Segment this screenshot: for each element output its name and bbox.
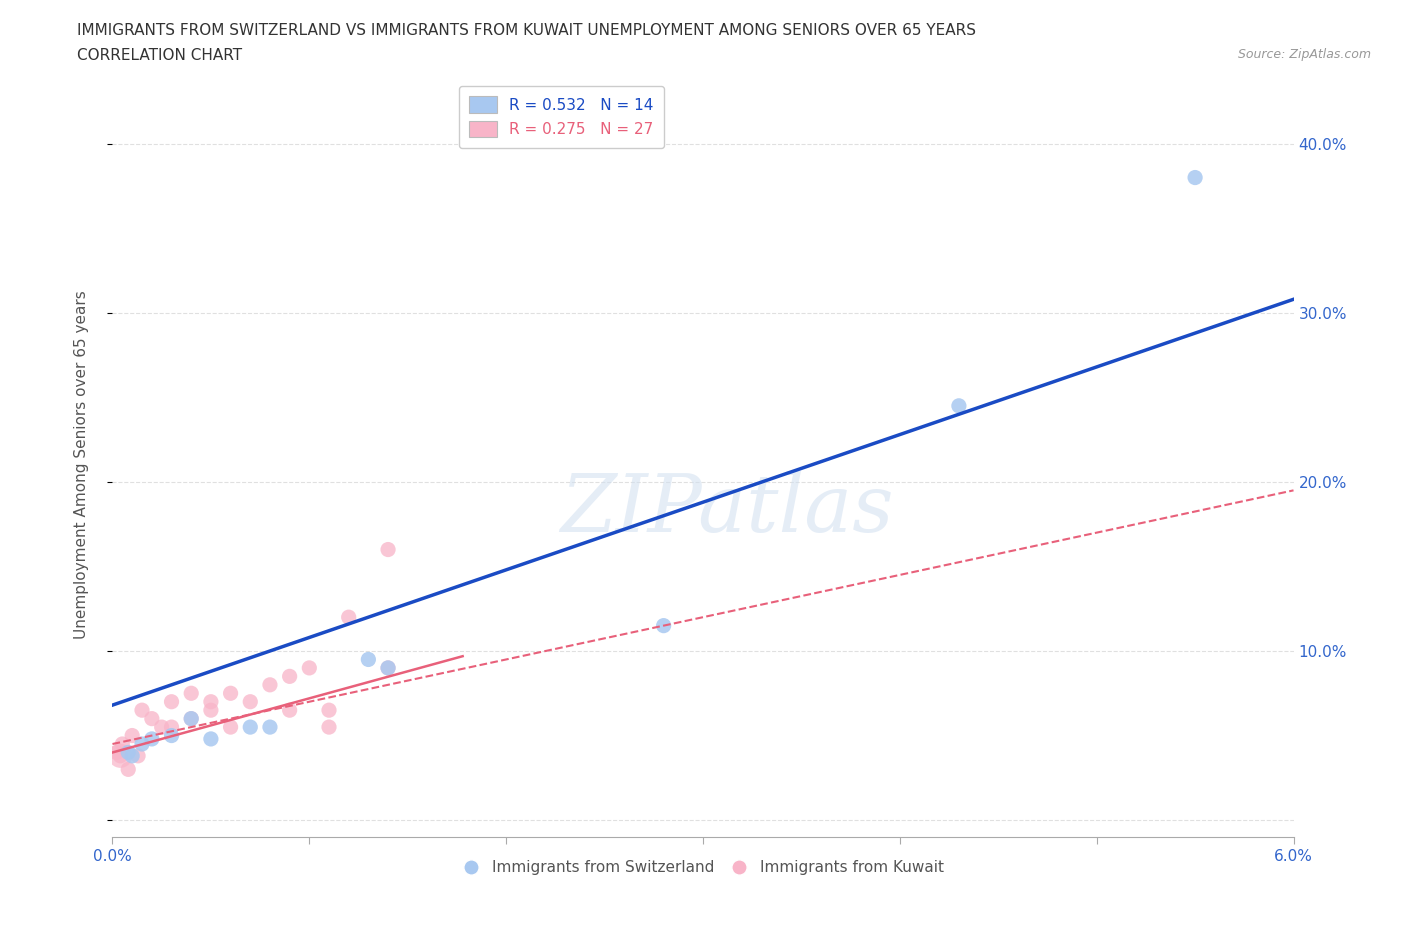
Y-axis label: Unemployment Among Seniors over 65 years: Unemployment Among Seniors over 65 years [75, 291, 89, 640]
Point [200, 703, 222, 718]
Point [259, 720, 281, 735]
Text: Source: ZipAtlas.com: Source: ZipAtlas.com [1237, 48, 1371, 61]
Point [239, 720, 262, 735]
Point [200, 732, 222, 747]
Point [121, 728, 143, 743]
Point [219, 720, 242, 735]
Point [259, 677, 281, 692]
Text: IMMIGRANTS FROM SWITZERLAND VS IMMIGRANTS FROM KUWAIT UNEMPLOYMENT AMONG SENIORS: IMMIGRANTS FROM SWITZERLAND VS IMMIGRANT… [77, 23, 976, 38]
Point [278, 669, 301, 684]
Point [131, 737, 153, 751]
Point [377, 660, 399, 675]
Point [278, 703, 301, 718]
Point [337, 610, 360, 625]
Legend: Immigrants from Switzerland, Immigrants from Kuwait: Immigrants from Switzerland, Immigrants … [456, 855, 950, 882]
Point [219, 685, 242, 700]
Point [180, 711, 202, 726]
Point [105, 745, 128, 760]
Point [110, 749, 132, 764]
Point [318, 720, 340, 735]
Point [121, 749, 143, 764]
Point [239, 695, 262, 710]
Point [318, 703, 340, 718]
Point [141, 711, 163, 726]
Point [110, 749, 132, 764]
Point [298, 660, 321, 675]
Text: ZIPatlas: ZIPatlas [560, 471, 893, 549]
Point [652, 618, 675, 633]
Point [111, 737, 134, 751]
Point [180, 685, 202, 700]
Point [180, 711, 202, 726]
Point [1184, 170, 1206, 185]
Point [127, 749, 149, 764]
Point [160, 695, 183, 710]
Point [117, 745, 139, 760]
Point [141, 732, 163, 747]
Text: CORRELATION CHART: CORRELATION CHART [77, 48, 242, 63]
Point [377, 542, 399, 557]
Point [150, 720, 173, 735]
Point [131, 703, 153, 718]
Point [377, 660, 399, 675]
Point [117, 762, 139, 777]
Point [200, 695, 222, 710]
Point [948, 398, 970, 413]
Point [160, 728, 183, 743]
Point [357, 652, 380, 667]
Point [160, 720, 183, 735]
